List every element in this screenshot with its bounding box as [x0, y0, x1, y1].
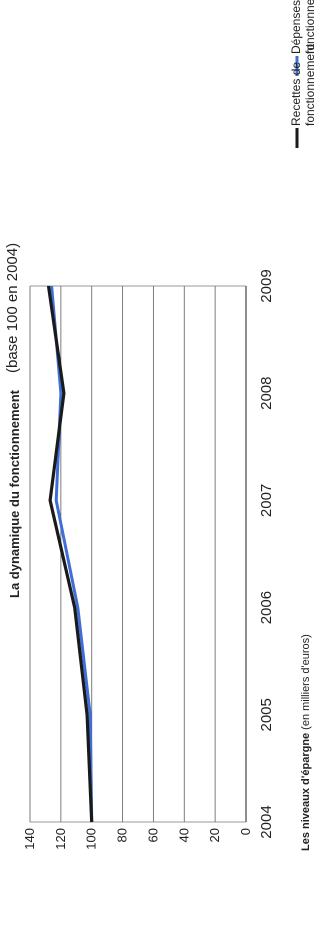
x-tick-label: 2009 [258, 269, 275, 302]
y-tick-label: 60 [145, 828, 160, 842]
series-lines [46, 285, 94, 823]
series-line-2 [46, 285, 94, 823]
footer-bold-text: Les niveaux d'épargne [300, 733, 312, 851]
chart-subtitle: (base 100 en 2004) [4, 243, 21, 373]
legend-label-2: fonctionnement [303, 43, 317, 126]
y-tick-label: 120 [53, 828, 68, 850]
x-tick-label: 2005 [258, 698, 275, 731]
series-line-1 [50, 285, 94, 823]
y-tick-label: 100 [84, 828, 99, 850]
x-tick-label: 2004 [258, 805, 275, 838]
y-axis-tick-labels: 0 20 40 60 80 100 120 140 [22, 828, 253, 850]
legend-label-1: fonctionnement [303, 0, 317, 54]
x-axis-tick-labels: 2004 2005 2006 2007 2008 2009 [258, 269, 275, 838]
y-tick-label: 80 [115, 828, 130, 842]
chart-title: La dynamique du fonctionnement [7, 389, 22, 598]
x-tick-label: 2006 [258, 591, 275, 624]
y-tick-label: 140 [22, 828, 37, 850]
y-tick-label: 20 [207, 828, 222, 842]
x-tick-label: 2008 [258, 377, 275, 410]
y-tick-label: 40 [176, 828, 191, 842]
legend-label-2: Recettes de [289, 62, 303, 126]
footer-unit-text: (en milliers d'euros) [300, 634, 312, 730]
y-tick-label: 0 [238, 828, 253, 835]
legend-label-1: Dépenses de [289, 0, 303, 54]
chart-footer-note: Les niveaux d'épargne (en milliers d'euro… [300, 634, 312, 851]
x-tick-label: 2007 [258, 484, 275, 517]
